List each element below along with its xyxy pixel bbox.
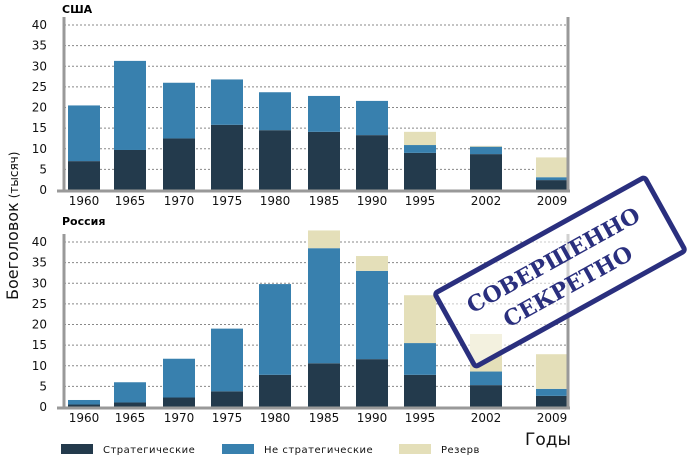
y-tick-label: 10 bbox=[32, 142, 47, 156]
panel-title: Россия bbox=[62, 215, 105, 228]
bar-strategic-1995 bbox=[404, 152, 436, 190]
y-tick-label: 25 bbox=[32, 297, 47, 311]
bar-strategic-1975 bbox=[211, 124, 243, 190]
bar-reserve-2009 bbox=[536, 157, 568, 178]
bar-reserve-2009 bbox=[536, 354, 568, 389]
panel-title: США bbox=[62, 3, 93, 16]
legend-swatch-strategic bbox=[61, 444, 93, 454]
bar-reserve-2002 bbox=[470, 145, 502, 147]
bar-nonstrategic-1980 bbox=[259, 284, 291, 375]
bar-strategic-1980 bbox=[259, 374, 291, 407]
bar-strategic-1990 bbox=[356, 135, 388, 190]
y-tick-label: 30 bbox=[32, 276, 47, 290]
y-tick-label: 40 bbox=[32, 18, 47, 32]
x-tick-label: 1960 bbox=[69, 194, 100, 208]
y-tick-label: 35 bbox=[32, 256, 47, 270]
legend: Стратегические Не стратегические Резерв bbox=[61, 444, 480, 456]
panel-usa: США 0 5 10 15 20 25 30 35 40 1960 1965 1970 1975 1980 1… bbox=[32, 3, 570, 208]
bar-nonstrategic-1965 bbox=[114, 60, 146, 150]
bar-strategic-1960 bbox=[68, 404, 100, 407]
bar-nonstrategic-1980 bbox=[259, 92, 291, 131]
bar-nonstrategic-2002 bbox=[470, 371, 502, 386]
x-tick-label: 2009 bbox=[537, 411, 568, 425]
bar-strategic-2002 bbox=[470, 154, 502, 190]
bar-strategic-1985 bbox=[308, 131, 340, 190]
bar-strategic-1960 bbox=[68, 161, 100, 190]
x-tick-label: 1990 bbox=[357, 411, 388, 425]
bar-strategic-2009 bbox=[536, 395, 568, 407]
bar-strategic-1965 bbox=[114, 402, 146, 407]
bar-nonstrategic-2009 bbox=[536, 388, 568, 396]
x-tick-label: 1960 bbox=[69, 411, 100, 425]
y-axis-label: Боеголовок(тысяч) bbox=[3, 152, 22, 300]
x-tick-label: 1975 bbox=[212, 194, 243, 208]
bar-strategic-1970 bbox=[163, 138, 195, 190]
x-tick-label: 2009 bbox=[537, 194, 568, 208]
bar-nonstrategic-1975 bbox=[211, 328, 243, 392]
bar-strategic-1980 bbox=[259, 130, 291, 190]
x-tick-label: 1965 bbox=[115, 411, 146, 425]
legend-swatch-nonstrategic bbox=[222, 444, 254, 454]
panel-russia: Россия 0 5 10 15 20 25 30 35 40 1960 1965 1970 1975 19… bbox=[32, 215, 570, 425]
legend-label-strategic: Стратегические bbox=[103, 445, 195, 456]
x-tick-label: 2002 bbox=[471, 194, 502, 208]
bar-nonstrategic-1990 bbox=[356, 270, 388, 360]
bar-strategic-2002 bbox=[470, 385, 502, 407]
bar-nonstrategic-1995 bbox=[404, 343, 436, 375]
bar-nonstrategic-2002 bbox=[470, 146, 502, 155]
bar-strategic-1990 bbox=[356, 359, 388, 407]
bar-nonstrategic-1970 bbox=[163, 358, 195, 398]
x-tick-label: 1965 bbox=[115, 194, 146, 208]
x-tick-label: 1985 bbox=[309, 411, 340, 425]
y-tick-label: 30 bbox=[32, 59, 47, 73]
x-tick-label: 1980 bbox=[260, 411, 291, 425]
x-tick-label: 2002 bbox=[471, 411, 502, 425]
bar-nonstrategic-1990 bbox=[356, 100, 388, 136]
x-tick-label: 1975 bbox=[212, 411, 243, 425]
bar-reserve-1985 bbox=[308, 230, 340, 249]
bar-strategic-1965 bbox=[114, 149, 146, 190]
y-tick-label: 20 bbox=[32, 101, 47, 115]
bar-strategic-1985 bbox=[308, 363, 340, 407]
bar-strategic-1970 bbox=[163, 397, 195, 407]
y-tick-label: 5 bbox=[39, 379, 47, 393]
x-tick-label: 1980 bbox=[260, 194, 291, 208]
bar-nonstrategic-2009 bbox=[536, 177, 568, 181]
y-tick-label: 35 bbox=[32, 39, 47, 53]
x-tick-label: 1995 bbox=[405, 411, 436, 425]
x-tick-label: 1990 bbox=[357, 194, 388, 208]
bar-nonstrategic-1960 bbox=[68, 105, 100, 162]
x-tick-label: 1985 bbox=[309, 194, 340, 208]
y-tick-label: 15 bbox=[32, 121, 47, 135]
bar-nonstrategic-1985 bbox=[308, 95, 340, 132]
y-tick-label: 0 bbox=[39, 183, 47, 197]
bar-nonstrategic-1960 bbox=[68, 399, 100, 405]
y-tick-label: 10 bbox=[32, 359, 47, 373]
bar-nonstrategic-1965 bbox=[114, 382, 146, 403]
bar-reserve-1995 bbox=[404, 295, 436, 344]
bar-reserve-1990 bbox=[356, 256, 388, 271]
y-tick-label: 20 bbox=[32, 318, 47, 332]
bar-nonstrategic-1985 bbox=[308, 248, 340, 364]
y-tick-label: 0 bbox=[39, 400, 47, 414]
x-tick-label: 1970 bbox=[164, 194, 195, 208]
y-tick-label: 40 bbox=[32, 235, 47, 249]
legend-swatch-reserve bbox=[399, 444, 431, 454]
x-axis-label: Годы bbox=[525, 430, 571, 450]
bar-nonstrategic-1995 bbox=[404, 145, 436, 153]
bar-nonstrategic-1970 bbox=[163, 82, 195, 139]
y-tick-label: 5 bbox=[39, 162, 47, 176]
y-tick-label: 15 bbox=[32, 338, 47, 352]
bar-reserve-1995 bbox=[404, 131, 436, 146]
bar-strategic-2009 bbox=[536, 180, 568, 190]
y-tick-label: 25 bbox=[32, 80, 47, 94]
legend-label-reserve: Резерв bbox=[441, 445, 480, 456]
x-tick-label: 1970 bbox=[164, 411, 195, 425]
bar-strategic-1975 bbox=[211, 391, 243, 407]
bar-nonstrategic-1975 bbox=[211, 79, 243, 125]
bar-strategic-1995 bbox=[404, 374, 436, 407]
legend-label-nonstrategic: Не стратегические bbox=[264, 445, 373, 456]
x-tick-label: 1995 bbox=[405, 194, 436, 208]
